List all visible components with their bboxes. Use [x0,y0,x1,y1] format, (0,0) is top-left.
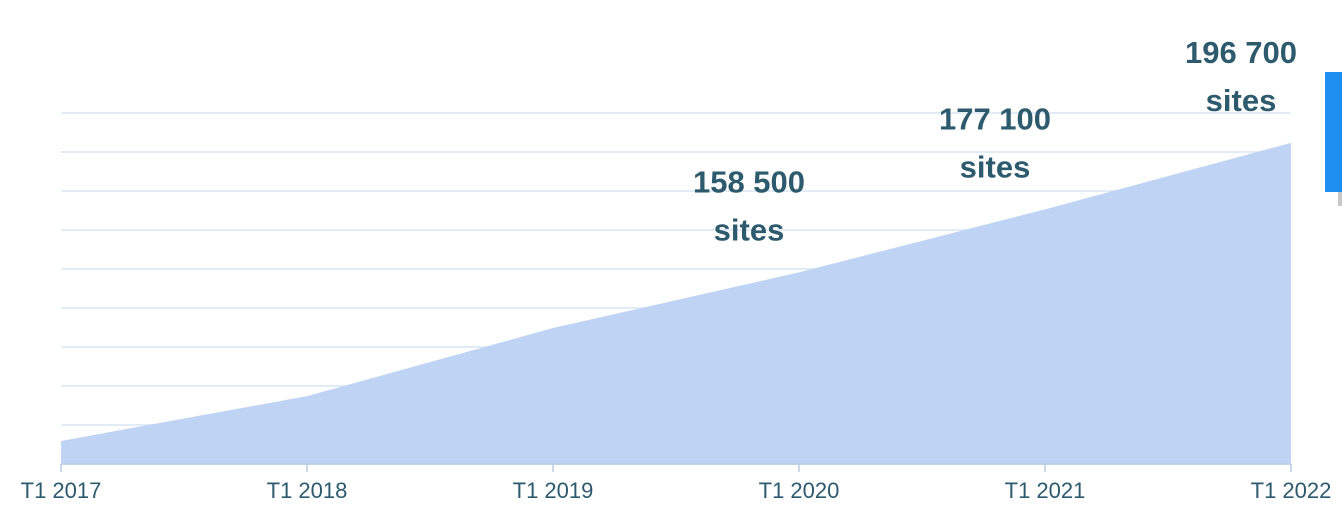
data-label-unit: sites [714,213,785,248]
x-tick-label: T1 2022 [1251,478,1332,503]
scroll-track [1338,192,1342,206]
data-label-unit: sites [960,150,1031,185]
data-label: 158 500 [693,165,805,200]
x-tick-label: T1 2020 [759,478,840,503]
x-tick-label: T1 2018 [267,478,348,503]
x-tick-label: T1 2019 [513,478,594,503]
x-tick-label: T1 2021 [1005,478,1086,503]
x-tick-label: T1 2017 [21,478,102,503]
area [61,142,1291,464]
data-label: 196 700 [1185,35,1297,70]
data-label-unit: sites [1206,83,1277,118]
scroll-indicator [1325,72,1342,192]
data-label: 177 100 [939,102,1051,137]
